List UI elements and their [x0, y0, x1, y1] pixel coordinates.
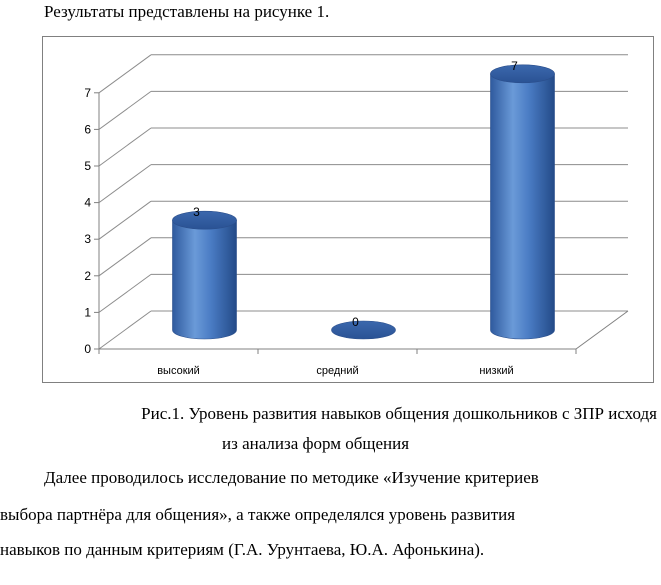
y-tick-label: 1 — [84, 305, 91, 319]
bar — [172, 210, 237, 340]
side-gridline — [98, 310, 152, 350]
y-tick-label: 5 — [84, 159, 91, 173]
side-gridline — [98, 273, 152, 313]
y-tick-label: 2 — [84, 269, 91, 283]
side-gridline — [98, 164, 152, 204]
side-gridline — [98, 127, 152, 167]
axis-layer — [94, 92, 629, 354]
bar-cap — [172, 210, 237, 230]
category-label: низкий — [479, 365, 513, 377]
side-gridline — [98, 90, 152, 130]
y-tick-label: 7 — [84, 86, 91, 100]
side-gridline — [98, 54, 152, 94]
paragraph-line-1: Далее проводилось исследование по методи… — [44, 468, 539, 487]
side-gridline — [98, 200, 152, 240]
data-label: 7 — [511, 59, 518, 73]
bar-body — [490, 73, 555, 340]
data-label: 3 — [193, 205, 200, 219]
bar-body — [172, 219, 237, 340]
category-label: высокий — [157, 365, 200, 377]
floor-right-edge — [575, 310, 629, 350]
label-layer: 0 1 2 3 4 5 6 7 3 высокий 0 средний 7 низкий — [84, 59, 518, 377]
paragraph-line-2: выбора партнёра для общения», а также оп… — [0, 505, 516, 524]
figure-caption-line-1: Рис.1. Уровень развития навыков общения … — [141, 404, 657, 423]
side-gridline — [98, 237, 152, 277]
figure-caption-line-2: из анализа форм общения — [222, 434, 410, 453]
chart-svg: 0 1 2 3 4 5 6 7 3 высокий 0 средний 7 низкий — [84, 54, 629, 377]
bar — [331, 320, 396, 340]
y-tick-label: 0 — [84, 342, 91, 356]
bar-cap — [331, 320, 396, 340]
bar-chart: 0 1 2 3 4 5 6 7 3 высокий 0 средний 7 низкий — [42, 36, 654, 383]
y-tick-label: 4 — [84, 196, 91, 210]
y-tick-label: 6 — [84, 122, 91, 136]
data-label: 0 — [352, 315, 359, 329]
paragraph-line-3: навыков по данным критериям (Г.А. Урунта… — [0, 540, 485, 559]
bar-cap — [490, 64, 555, 84]
y-tick-label: 3 — [84, 232, 91, 246]
category-label: средний — [316, 365, 358, 377]
bar-layer — [172, 64, 555, 340]
bar — [490, 64, 555, 340]
intro-text: Результаты представлены на рисунке 1. — [44, 2, 330, 21]
